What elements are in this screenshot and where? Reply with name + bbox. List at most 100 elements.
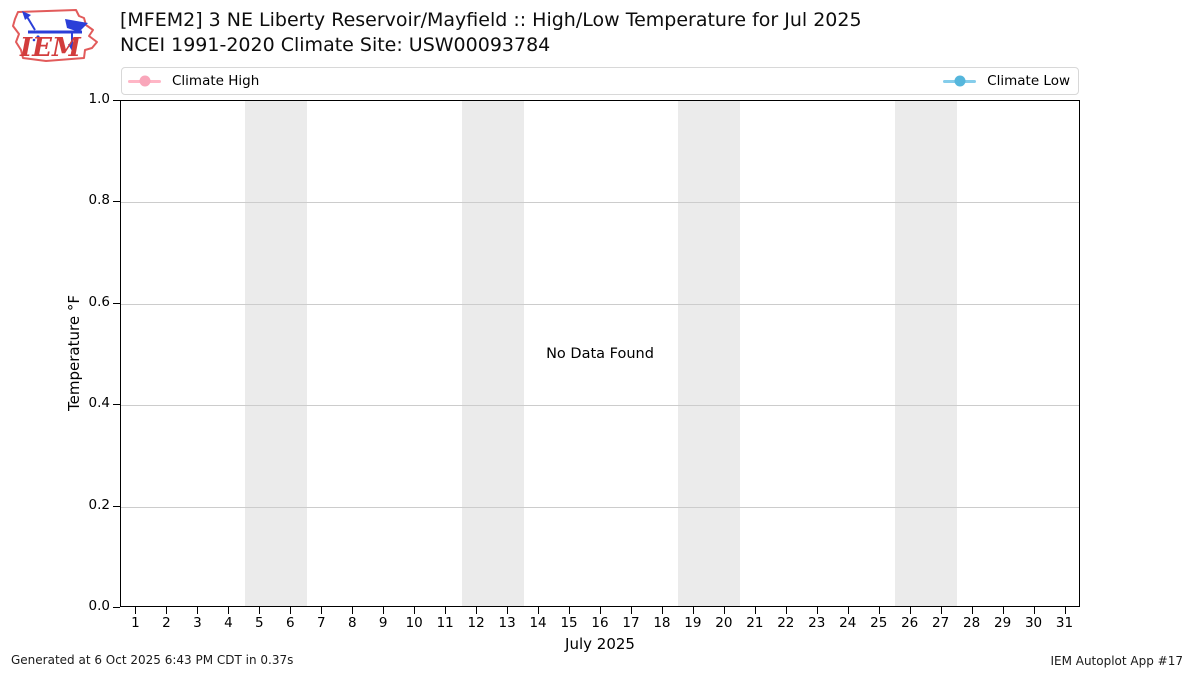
legend-dot-icon [954, 75, 966, 87]
weekend-shading-band [678, 101, 741, 606]
y-tick-label: 0.4 [88, 395, 110, 412]
y-tick-mark [113, 100, 120, 101]
line-marker-icon [943, 75, 977, 87]
legend: Climate High Climate Low [121, 67, 1079, 95]
x-tick-mark [1033, 607, 1035, 614]
line-marker-icon [128, 75, 161, 87]
iem-logo-icon: IEM [12, 9, 98, 63]
plot-area: No Data Found [120, 100, 1080, 607]
x-tick-label: 29 [993, 615, 1012, 631]
title-block: [MFEM2] 3 NE Liberty Reservoir/Mayfield … [120, 8, 862, 58]
x-tick-label: 24 [839, 615, 857, 631]
y-gridline [121, 405, 1079, 407]
x-tick-label: 23 [808, 615, 826, 631]
x-tick-mark [321, 607, 323, 614]
chart-subtitle: NCEI 1991-2020 Climate Site: USW00093784 [120, 34, 551, 56]
x-tick-label: 6 [286, 615, 295, 631]
y-tick-mark [113, 404, 120, 406]
x-tick-label: 30 [1024, 615, 1043, 631]
x-tick-label: 16 [591, 615, 609, 631]
y-tick-label: 0.0 [88, 598, 110, 614]
generated-at-text: Generated at 6 Oct 2025 6:43 PM CDT in 0… [11, 653, 294, 667]
x-tick-label: 27 [932, 615, 950, 631]
x-tick-mark [445, 607, 447, 614]
x-tick-mark [414, 607, 416, 614]
x-tick-label: 15 [560, 615, 578, 631]
x-tick-mark [785, 607, 787, 614]
x-tick-mark [630, 607, 632, 614]
x-tick-label: 13 [498, 615, 516, 631]
x-tick-label: 12 [467, 615, 485, 631]
x-tick-mark [197, 607, 199, 614]
x-tick-label: 18 [653, 615, 671, 631]
x-tick-mark [661, 607, 663, 614]
x-tick-label: 4 [224, 615, 233, 631]
x-tick-mark [507, 607, 509, 614]
x-tick-label: 19 [684, 615, 702, 631]
x-tick-mark [971, 607, 973, 614]
y-gridline [121, 506, 1079, 508]
x-tick-mark [816, 607, 818, 614]
x-tick-mark [538, 607, 540, 614]
x-tick-label: 25 [870, 615, 888, 631]
legend-dot-icon [139, 75, 150, 87]
x-tick-mark [228, 607, 230, 614]
y-axis-label: Temperature °F [65, 295, 83, 411]
y-gridline [121, 303, 1079, 305]
x-tick-mark [383, 607, 385, 614]
x-axis-label: July 2025 [565, 635, 635, 653]
x-tick-label: 11 [436, 615, 454, 631]
x-tick-label: 3 [193, 615, 202, 631]
x-tick-mark [847, 607, 849, 614]
x-tick-mark [166, 607, 168, 614]
x-tick-label: 21 [746, 615, 764, 631]
x-tick-label: 20 [715, 615, 733, 631]
x-tick-mark [600, 607, 601, 614]
legend-label: Climate Low [987, 73, 1070, 89]
legend-item-climate-low: Climate Low [943, 69, 1070, 93]
x-tick-label: 28 [963, 615, 981, 631]
no-data-message: No Data Found [546, 345, 654, 362]
weekend-shading-band [244, 101, 307, 606]
weather-vane-icon [22, 11, 88, 51]
x-tick-mark [878, 607, 880, 614]
y-gridline [121, 202, 1079, 204]
y-tick-mark [113, 607, 120, 608]
x-tick-label: 26 [901, 615, 919, 631]
x-tick-label: 7 [316, 615, 326, 631]
x-tick-mark [1064, 607, 1066, 614]
chart-title: [MFEM2] 3 NE Liberty Reservoir/Mayfield … [120, 9, 862, 31]
x-tick-mark [290, 607, 292, 614]
y-tick-mark [113, 302, 120, 304]
x-tick-mark [1002, 607, 1004, 614]
x-tick-label: 5 [255, 615, 264, 631]
x-tick-mark [723, 607, 725, 614]
legend-item-climate-high: Climate High [128, 69, 259, 93]
x-tick-mark [259, 607, 261, 614]
weekend-shading-band [895, 101, 958, 606]
y-tick-label: 0.2 [88, 496, 110, 513]
x-tick-label: 10 [405, 615, 423, 631]
x-tick-mark [940, 607, 942, 614]
y-tick-mark [113, 201, 120, 203]
x-tick-mark [476, 607, 478, 614]
x-tick-label: 22 [777, 615, 795, 631]
x-tick-mark [754, 607, 756, 614]
x-tick-label: 9 [378, 615, 388, 631]
y-tick-label: 1.0 [88, 91, 110, 107]
x-tick-label: 8 [347, 615, 357, 631]
logo-text: IEM [19, 33, 82, 63]
x-tick-mark [569, 607, 571, 614]
x-tick-label: 31 [1055, 615, 1074, 631]
x-tick-mark [352, 607, 354, 614]
x-tick-label: 14 [529, 615, 547, 631]
y-tick-label: 0.8 [88, 192, 110, 209]
legend-label: Climate High [172, 73, 260, 89]
x-tick-label: 2 [162, 615, 171, 631]
y-tick-label: 0.6 [88, 293, 110, 310]
x-tick-mark [135, 607, 137, 614]
weekend-shading-band [461, 101, 524, 606]
x-tick-label: 1 [131, 615, 140, 631]
app-credit-text: IEM Autoplot App #17 [1050, 654, 1183, 668]
